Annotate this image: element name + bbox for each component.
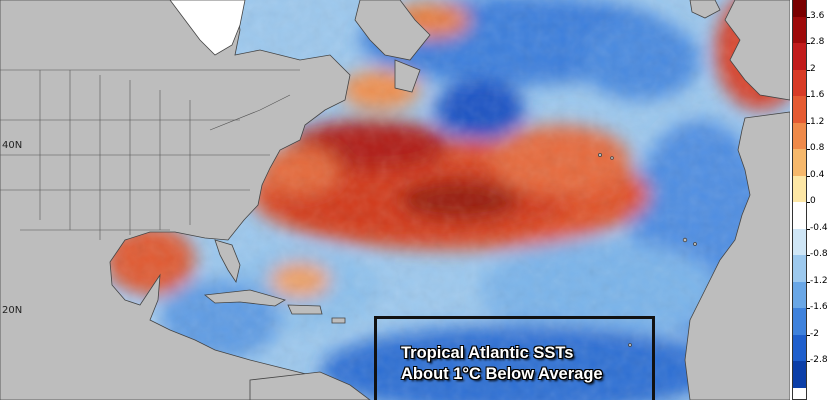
colorbar-tick (806, 202, 810, 203)
colorbar-tick-label: -1.6 (810, 302, 828, 312)
colorbar-swatch (792, 202, 806, 229)
colorbar-swatch (792, 255, 806, 282)
colorbar-tick-label: 1.6 (810, 90, 825, 100)
colorbar-tick (806, 96, 810, 97)
colorbar-swatch (792, 361, 806, 388)
colorbar-tick (806, 122, 810, 124)
annotation-box: Tropical Atlantic SSTs About 1°C Below A… (374, 316, 655, 400)
colorbar-swatch (792, 16, 806, 43)
colorbar-swatch (792, 175, 806, 202)
colorbar-swatch (792, 281, 806, 308)
colorbar-tick-label: -2.8 (810, 355, 828, 365)
colorbar-tick-label: 0.4 (810, 169, 825, 180)
colorbar-swatch (792, 149, 806, 176)
colorbar-tick (806, 361, 810, 362)
colorbar-tick-label: -0.8 (810, 249, 828, 259)
colorbar-tick (806, 228, 810, 230)
colorbar-swatch (792, 334, 806, 361)
annotation-line-1: Tropical Atlantic SSTs (401, 344, 574, 362)
colorbar-tick (806, 149, 810, 150)
colorbar-tick-label: -2 (810, 328, 819, 339)
colorbar-tick (806, 175, 810, 177)
colorbar-tick (806, 281, 810, 283)
colorbar-swatch (792, 122, 806, 149)
colorbar-tick-label: 2.8 (810, 37, 825, 47)
colorbar-swatch (792, 228, 806, 255)
annotation-line-2: About 1°C Below Average (401, 365, 603, 383)
colorbar-tick-label: 2 (810, 63, 816, 74)
colorbar-swatch (792, 96, 806, 123)
colorbar-tick-label: -1.2 (810, 275, 828, 286)
annotation-text: Tropical Atlantic SSTs About 1°C Below A… (401, 343, 603, 385)
land-layer (0, 0, 791, 400)
colorbar-tick-label: 0.8 (810, 143, 825, 153)
colorbar-swatch (792, 69, 806, 96)
colorbar-swatch (792, 43, 806, 70)
colorbar-tick (806, 43, 810, 44)
colorbar-tick-label: 3.6 (810, 10, 825, 21)
colorbar-tick (806, 308, 810, 309)
colorbar-swatch (792, 308, 806, 335)
colorbar-tick (806, 69, 810, 71)
colorbar-tick (806, 16, 810, 18)
lat-label-20n: 20N (2, 305, 23, 316)
colorbar-tick-label: 0 (810, 196, 816, 206)
colorbar-tick-label: -0.4 (810, 222, 828, 233)
lat-label-40n: 40N (2, 140, 23, 151)
colorbar-swatch (792, 0, 806, 17)
anomaly-colorbar: 3.6 2.8 2 1.6 1.2 0.8 0.4 0 -0.4 -0.8 -1.2 -1.6 -2 -2… (790, 0, 835, 400)
colorbar-tick (806, 334, 810, 336)
boundary-lines (0, 69, 300, 240)
colorbar-tick-label: 1.2 (810, 116, 825, 127)
colorbar-tick (806, 255, 810, 256)
